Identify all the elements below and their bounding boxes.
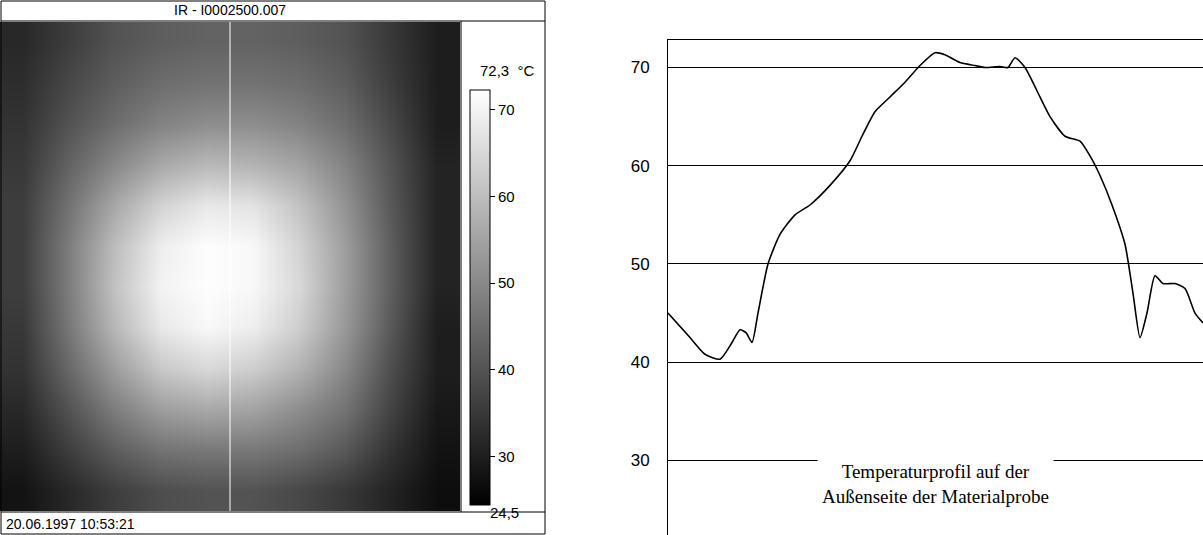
svg-text:70: 70 — [498, 101, 515, 118]
svg-text:70: 70 — [631, 58, 650, 77]
svg-text:40: 40 — [498, 361, 515, 378]
svg-text:20.06.1997 10:53:21: 20.06.1997 10:53:21 — [6, 516, 135, 532]
svg-text:30: 30 — [631, 451, 650, 470]
svg-text:40: 40 — [631, 353, 650, 372]
svg-text:60: 60 — [631, 157, 650, 176]
svg-text:IR - I0002500.007: IR - I0002500.007 — [174, 2, 286, 18]
svg-text:24,5: 24,5 — [490, 504, 519, 521]
svg-text:60: 60 — [498, 188, 515, 205]
svg-text:72,3 °C: 72,3 °C — [480, 62, 535, 79]
svg-text:50: 50 — [498, 274, 515, 291]
svg-text:30: 30 — [498, 448, 515, 465]
svg-text:Temperaturprofil auf derAußens: Temperaturprofil auf derAußenseite der M… — [822, 461, 1049, 507]
svg-text:50: 50 — [631, 255, 650, 274]
